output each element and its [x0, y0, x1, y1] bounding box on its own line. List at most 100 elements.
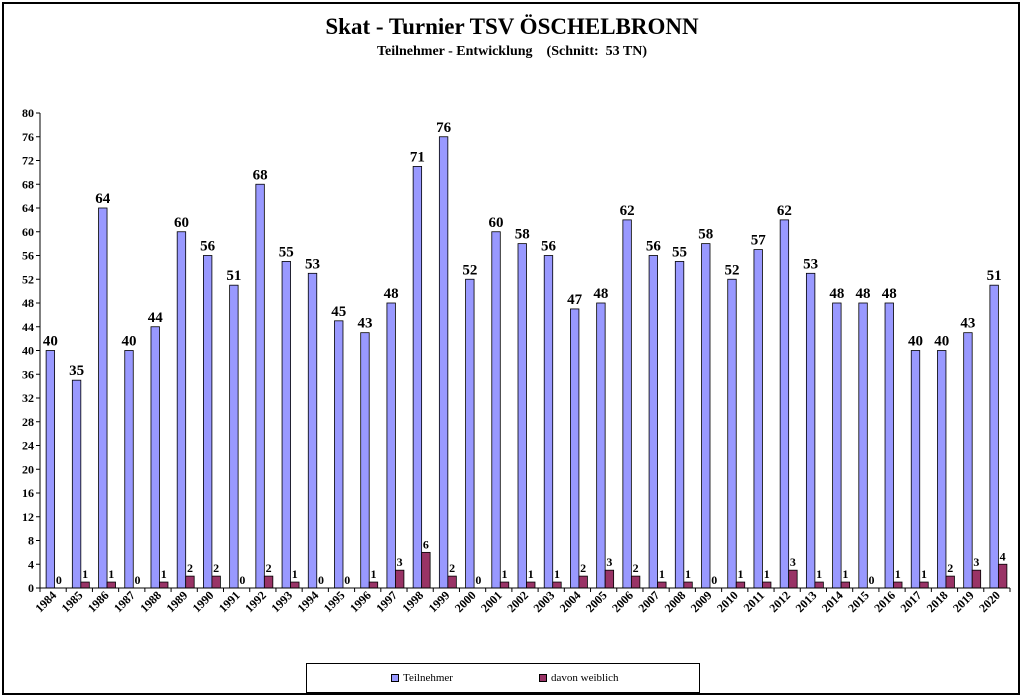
x-tick-label: 2011	[741, 588, 767, 614]
data-label-weiblich: 1	[370, 567, 376, 581]
data-label-weiblich: 1	[82, 567, 88, 581]
x-tick-label: 2013	[793, 588, 820, 615]
x-tick-label: 2007	[635, 588, 662, 615]
bar-teilnehmer	[779, 219, 790, 589]
bar-weiblich	[945, 575, 955, 589]
bar-teilnehmer	[727, 278, 737, 589]
bar-teilnehmer	[465, 278, 475, 589]
bar-teilnehmer	[543, 255, 554, 589]
x-tick-label: 2008	[662, 588, 689, 615]
x-tick-label: 2012	[766, 588, 793, 615]
data-label-weiblich: 0	[318, 573, 324, 587]
legend-item-weiblich: davon weiblich	[539, 672, 619, 684]
chart-title: Skat - Turnier TSV ÖSCHELBRONN	[325, 14, 699, 39]
bar-teilnehmer	[150, 326, 160, 589]
bar-weiblich	[971, 569, 982, 589]
data-label-teilnehmer: 52	[462, 262, 477, 278]
data-label-teilnehmer: 56	[200, 239, 216, 255]
bar-teilnehmer	[701, 243, 711, 589]
data-label-weiblich: 1	[816, 567, 822, 581]
bar-teilnehmer	[45, 350, 56, 589]
bar-weiblich	[526, 581, 536, 589]
data-label-weiblich: 1	[895, 567, 901, 581]
bar-weiblich	[185, 575, 195, 589]
data-label-teilnehmer: 56	[646, 239, 662, 255]
bar-teilnehmer	[805, 272, 816, 589]
bar-weiblich	[919, 581, 929, 589]
data-label-weiblich: 0	[869, 573, 875, 587]
data-label-weiblich: 2	[213, 561, 219, 575]
data-label-weiblich: 1	[502, 567, 508, 581]
legend-label-weiblich: davon weiblich	[551, 672, 619, 684]
data-label-weiblich: 0	[344, 573, 350, 587]
bar-teilnehmer	[596, 302, 606, 589]
data-label-weiblich: 2	[449, 561, 455, 575]
bar-weiblich	[578, 575, 588, 589]
data-label-teilnehmer: 48	[384, 286, 399, 302]
x-tick-label: 2006	[609, 588, 636, 615]
bar-teilnehmer	[963, 332, 973, 589]
data-label-weiblich: 0	[239, 573, 245, 587]
legend-swatch-weiblich	[539, 674, 547, 682]
x-tick-label: 2002	[504, 588, 531, 615]
data-label-teilnehmer: 60	[489, 215, 504, 231]
legend-label-teilnehmer: Teilnehmer	[403, 672, 453, 684]
data-label-weiblich: 1	[161, 567, 167, 581]
x-tick-label: 2018	[924, 588, 951, 615]
data-label-weiblich: 1	[292, 567, 298, 581]
data-label-teilnehmer: 35	[69, 363, 84, 379]
data-label-teilnehmer: 40	[122, 334, 137, 350]
data-label-teilnehmer: 58	[515, 227, 530, 243]
data-label-teilnehmer: 51	[226, 268, 241, 284]
y-tick-label: 24	[22, 439, 34, 453]
y-tick-label: 40	[22, 344, 34, 358]
y-tick-label: 12	[22, 510, 34, 524]
bar-weiblich	[106, 581, 116, 589]
data-label-weiblich: 1	[685, 567, 691, 581]
bar-weiblich	[840, 581, 850, 589]
data-label-teilnehmer: 43	[960, 316, 975, 332]
bar-teilnehmer	[910, 350, 921, 589]
bar-teilnehmer	[438, 136, 449, 589]
y-tick-label: 60	[22, 225, 34, 239]
bar-teilnehmer	[937, 350, 947, 589]
bar-teilnehmer	[229, 284, 239, 589]
data-label-teilnehmer: 76	[436, 120, 452, 136]
data-label-teilnehmer: 45	[331, 304, 346, 320]
y-tick-label: 56	[22, 249, 34, 263]
data-label-teilnehmer: 62	[620, 203, 635, 219]
bar-teilnehmer	[884, 302, 894, 589]
bar-teilnehmer	[570, 308, 580, 589]
bar-teilnehmer	[858, 302, 868, 589]
bar-teilnehmer	[255, 183, 265, 589]
bar-weiblich	[421, 551, 431, 589]
bar-weiblich	[80, 581, 90, 589]
y-tick-label: 0	[28, 581, 34, 595]
data-label-teilnehmer: 51	[987, 268, 1002, 284]
x-tick-label: 2019	[950, 588, 977, 615]
data-label-teilnehmer: 48	[856, 286, 871, 302]
y-tick-label: 64	[22, 201, 34, 215]
x-tick-label: 1988	[137, 588, 164, 615]
x-tick-label: 1985	[59, 588, 86, 615]
data-label-teilnehmer: 58	[698, 227, 713, 243]
data-label-weiblich: 2	[947, 561, 953, 575]
bar-teilnehmer	[412, 166, 423, 589]
y-tick-label: 28	[22, 415, 34, 429]
legend-item-teilnehmer: Teilnehmer	[391, 672, 453, 684]
x-tick-label: 2017	[897, 588, 924, 615]
bar-chart: 0481216202428323640444852566064687276804…	[22, 106, 1011, 615]
x-tick-label: 2000	[452, 588, 479, 615]
bar-teilnehmer	[360, 332, 370, 589]
data-label-weiblich: 6	[423, 537, 429, 551]
y-tick-label: 36	[22, 367, 34, 381]
legend-swatch-teilnehmer	[391, 674, 399, 682]
data-label-teilnehmer: 48	[593, 286, 608, 302]
bar-weiblich	[552, 581, 562, 589]
data-label-teilnehmer: 40	[934, 334, 949, 350]
data-label-weiblich: 1	[554, 567, 560, 581]
bar-teilnehmer	[98, 207, 108, 589]
bar-weiblich	[683, 581, 693, 589]
y-tick-label: 72	[22, 154, 34, 168]
x-tick-label: 2015	[845, 588, 872, 615]
